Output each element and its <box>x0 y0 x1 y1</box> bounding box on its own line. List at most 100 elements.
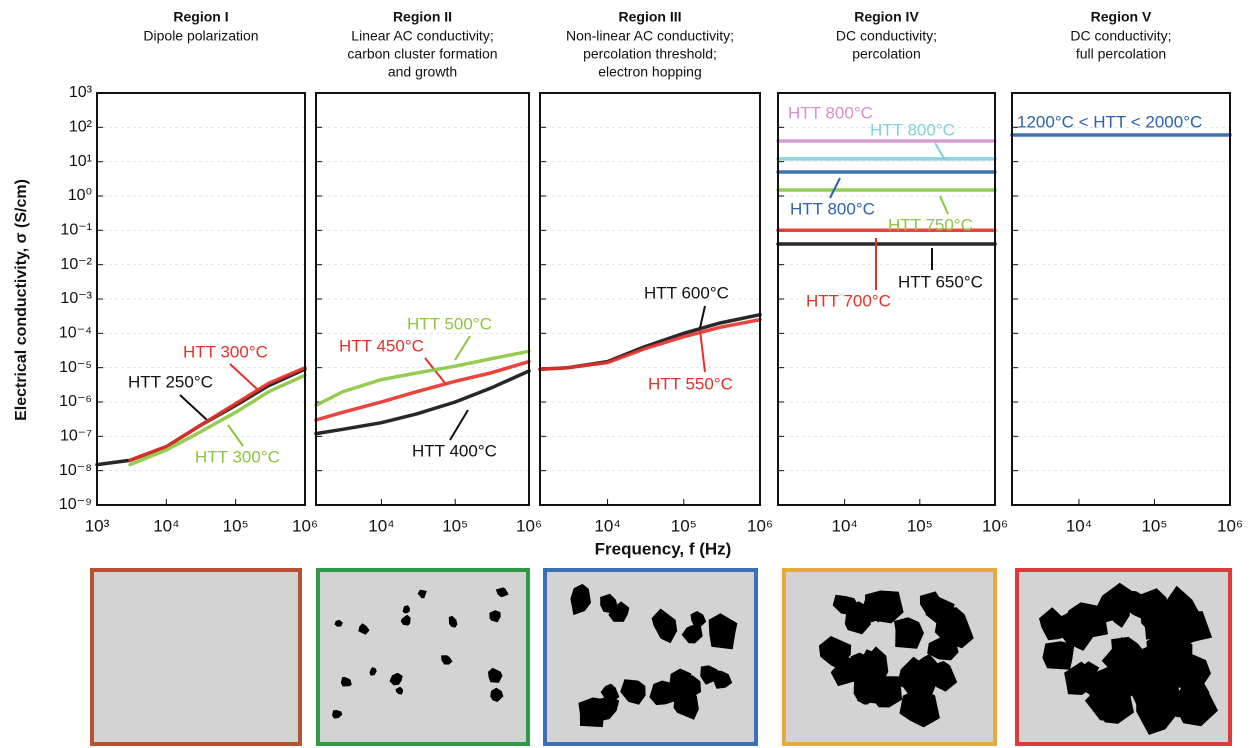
series-label: HTT 550°C <box>648 374 733 393</box>
series-label: HTT 650°C <box>898 272 983 291</box>
x-tick-label: 10⁴ <box>153 516 179 535</box>
carbon-cluster <box>1140 610 1167 637</box>
panel-subtitle: percolation threshold; <box>583 46 717 62</box>
plot-background <box>316 93 529 505</box>
carbon-cluster <box>677 675 702 696</box>
carbon-cluster <box>690 611 707 627</box>
series-label: HTT 750°C <box>888 215 973 234</box>
carbon-cluster <box>489 610 501 623</box>
carbon-cluster <box>1093 582 1136 624</box>
label-leader <box>829 177 841 199</box>
y-tick-label: 10⁻¹ <box>60 222 92 239</box>
y-tick-label: 10⁻² <box>60 256 92 273</box>
carbon-cluster <box>919 591 945 616</box>
plot-frame <box>539 92 761 506</box>
plot-frame <box>777 92 996 506</box>
carbon-cluster <box>1042 641 1075 670</box>
panel-title: Region V <box>1091 9 1152 25</box>
carbon-cluster <box>608 601 630 622</box>
panel-subtitle: percolation <box>852 46 921 62</box>
carbon-cluster <box>844 601 871 635</box>
panel-subtitle: electron hopping <box>598 64 702 80</box>
series-label: HTT 250°C <box>128 372 213 391</box>
label-leader <box>227 424 244 447</box>
y-tick-label: 10⁻⁷ <box>60 428 92 445</box>
label-leader <box>699 305 706 329</box>
carbon-cluster <box>488 667 503 683</box>
label-leader <box>934 142 946 161</box>
carbon-cluster <box>681 625 703 644</box>
panel-subtitle: Non-linear AC conductivity; <box>566 28 734 44</box>
series-label: HTT 300°C <box>195 447 280 466</box>
box-fill <box>316 568 530 746</box>
label-leader <box>699 329 706 373</box>
carbon-cluster <box>495 587 509 597</box>
x-tick-label: 10⁵ <box>442 516 468 535</box>
x-axis-label: Frequency, f (Hz) <box>595 539 732 558</box>
panel-subtitle: full percolation <box>1076 46 1166 62</box>
plot-frame <box>1011 92 1231 506</box>
panel-subtitle: DC conductivity; <box>1070 28 1171 44</box>
series-label: HTT 450°C <box>339 336 424 355</box>
panel-title: Region IV <box>854 9 919 25</box>
series-label: HTT 700°C <box>806 291 891 310</box>
panel-subtitle: and growth <box>388 64 457 80</box>
label-leader <box>449 409 469 441</box>
series-label: HTT 800°C <box>870 120 955 139</box>
label-leader <box>179 394 208 421</box>
x-tick-label: 10⁵ <box>907 516 933 535</box>
y-tick-label: 10¹ <box>69 153 92 170</box>
y-tick-label: 10⁻⁶ <box>59 393 92 410</box>
series-label: HTT 500°C <box>407 314 492 333</box>
series-line <box>314 349 531 408</box>
morphology-box <box>543 568 758 746</box>
panel-subtitle: Linear AC conductivity; <box>351 28 493 44</box>
x-tick-label: 10⁶ <box>292 516 318 535</box>
x-tick-label: 10⁴ <box>594 516 620 535</box>
series-line <box>128 373 307 467</box>
x-tick-label: 10³ <box>85 516 110 535</box>
x-tick-label: 10⁵ <box>1141 516 1167 535</box>
carbon-cluster <box>649 680 678 706</box>
label-leader <box>939 195 949 215</box>
panel-subtitle: Dipole polarization <box>143 28 258 44</box>
carbon-cluster <box>570 583 591 616</box>
carbon-cluster <box>1163 585 1201 623</box>
x-tick-label: 10⁶ <box>1217 516 1243 535</box>
series-label: HTT 800°C <box>788 103 873 122</box>
x-tick-label: 10⁵ <box>671 516 697 535</box>
x-tick-label: 10⁴ <box>832 516 858 535</box>
carbon-cluster <box>620 679 646 705</box>
label-leader <box>229 363 259 391</box>
x-tick-label: 10⁵ <box>223 516 249 535</box>
carbon-cluster <box>400 614 411 626</box>
morphology-box <box>782 568 997 746</box>
morphology-box <box>1015 568 1232 746</box>
carbon-cluster <box>441 655 453 665</box>
carbon-cluster <box>340 676 352 687</box>
y-tick-label: 10⁻³ <box>60 290 92 307</box>
carbon-cluster <box>1076 661 1100 686</box>
y-tick-label: 10³ <box>69 84 93 101</box>
y-tick-label: 10⁻⁹ <box>59 496 92 513</box>
x-tick-label: 10⁶ <box>982 516 1008 535</box>
carbon-cluster <box>700 665 720 685</box>
series-line <box>128 365 307 463</box>
carbon-cluster <box>651 608 678 644</box>
carbon-cluster <box>395 686 404 695</box>
morphology-box <box>90 568 302 746</box>
y-tick-label: 10² <box>69 119 93 136</box>
series-line <box>314 369 531 436</box>
label-leader <box>454 335 471 361</box>
carbon-cluster <box>358 623 370 635</box>
panel-title: Region III <box>619 9 682 25</box>
plot-frame <box>315 92 530 506</box>
carbon-cluster <box>1056 607 1097 651</box>
carbon-cluster <box>861 594 886 623</box>
y-tick-label: 10⁻⁵ <box>59 359 92 376</box>
x-tick-label: 10⁶ <box>516 516 542 535</box>
carbon-cluster <box>490 687 504 702</box>
panel-title: Region I <box>173 9 228 25</box>
y-axis-label: Electrical conductivity, σ (S/cm) <box>13 179 30 421</box>
